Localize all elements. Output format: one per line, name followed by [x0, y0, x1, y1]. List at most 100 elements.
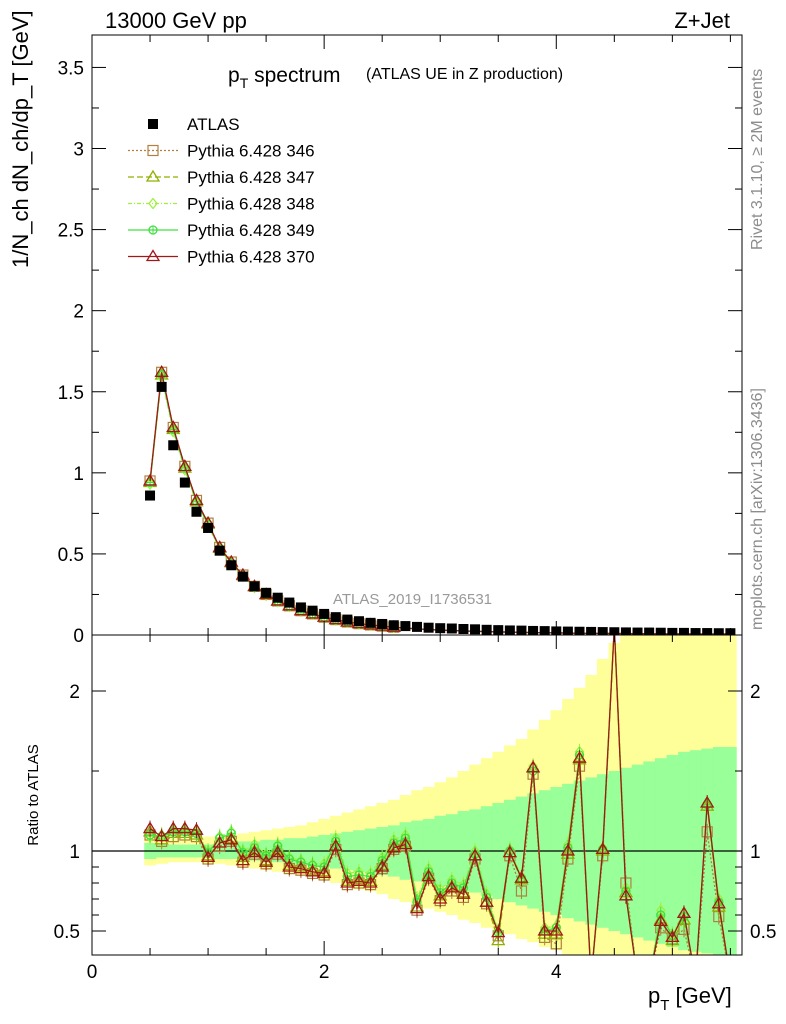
ratio-marker-p370 [363, 875, 378, 888]
energy-label: 13000 GeV pp [105, 8, 247, 33]
spectrum-marker-atlas [423, 622, 434, 633]
ratio-marker-p370 [247, 845, 262, 858]
spectrum-marker-atlas [655, 627, 666, 635]
spectrum-marker-atlas [168, 440, 179, 451]
legend-marker-atlas [148, 119, 158, 129]
legend-marker-p370 [145, 249, 161, 262]
chart-title: pT spectrum [228, 64, 340, 91]
spectrum-marker-atlas [261, 587, 272, 598]
ratio-marker-p370 [316, 866, 332, 879]
ratio-marker-p370 [653, 914, 668, 927]
legend-label-p348: Pythia 6.428 348 [187, 195, 315, 214]
ratio-marker-p370 [224, 832, 239, 845]
spectrum-marker-atlas [156, 381, 167, 392]
spectrum-y-tick-label: 1.5 [58, 383, 84, 404]
spectrum-marker-atlas [528, 625, 539, 635]
ratio-marker-p370 [595, 842, 610, 855]
legend-marker-p349 [148, 225, 158, 235]
ratio-marker-p370 [375, 859, 390, 872]
ratio-marker-p370 [421, 869, 436, 882]
ratio-marker-p370 [467, 848, 483, 861]
ratio-marker-p370 [166, 821, 181, 834]
ratio-frame [91, 634, 743, 956]
spectrum-panel: 0 0.5 1 1.5 2 2.5 3 3.5 pT spectrum (ATLAS UE i… [8, 10, 743, 647]
spectrum-y-tick-label: 1 [73, 464, 84, 485]
spectrum-marker-atlas [353, 616, 364, 627]
chart-title-note: (ATLAS UE in Z production) [366, 66, 563, 83]
ratio-marker-p370 [235, 853, 251, 866]
ratio-marker-p370 [433, 891, 448, 904]
analysis-watermark: ATLAS_2019_I1736531 [333, 591, 492, 608]
spectrum-marker-atlas [470, 624, 481, 635]
spectrum-marker-atlas [713, 628, 724, 635]
spectrum-x-ticks [91, 35, 731, 635]
spectrum-marker-atlas [388, 620, 399, 631]
ratio-marker-p370 [618, 888, 634, 901]
spectrum-marker-atlas [504, 625, 515, 635]
ratio-panel: 0.5 0.5 1 1 2 2 0 2 4 Ratio to ATLAS pT [GeV] [25, 634, 776, 1014]
legend-marker-p346 [147, 144, 159, 157]
spectrum-marker-atlas [342, 614, 353, 625]
ratio-marker-p370 [258, 854, 274, 867]
ratio-marker-p370 [479, 894, 494, 907]
ratio-x-ticks: 0 2 4 [87, 635, 731, 983]
spectrum-marker-p370 [154, 365, 169, 377]
spectrum-marker-atlas [365, 617, 376, 628]
spectrum-marker-atlas [690, 628, 701, 635]
spectrum-y-tick-label: 0 [73, 626, 84, 647]
ratio-marker-p370 [711, 896, 726, 909]
x-axis-label-rest: [GeV] [669, 983, 731, 1008]
ratio-marker-p370 [293, 861, 309, 874]
ratio-y-tick-label: 1 [69, 842, 80, 863]
ratio-x-tick-label: 2 [319, 962, 330, 983]
ratio-y-tick-label: 2 [69, 682, 80, 703]
spectrum-marker-atlas [249, 581, 260, 592]
spectrum-marker-atlas [574, 626, 585, 635]
spectrum-y-tick-label: 3.5 [58, 58, 84, 79]
ratio-x-tick-label: 4 [551, 962, 562, 983]
ratio-y-tick-label-right: 1 [750, 842, 761, 863]
process-label: Z+Jet [674, 8, 730, 33]
ratio-marker-p370 [398, 837, 413, 850]
ratio-marker-p370 [502, 845, 518, 858]
legend-label-p370: Pythia 6.428 370 [187, 248, 315, 267]
spectrum-marker-atlas [412, 621, 422, 632]
spectrum-marker-atlas [586, 626, 597, 635]
legend-marker-p347 [145, 169, 161, 182]
legend-label-p347: Pythia 6.428 347 [187, 168, 315, 187]
spectrum-marker-atlas [620, 627, 631, 635]
chart-title-rest: spectrum [248, 64, 340, 87]
mcplots-label: mcplots.cern.ch [arXiv:1306.3436] [749, 388, 766, 630]
spectrum-marker-atlas [272, 592, 283, 603]
ratio-marker-p370 [386, 840, 401, 853]
spectrum-marker-atlas [319, 608, 330, 619]
spectrum-marker-atlas [330, 612, 341, 623]
spectrum-marker-atlas [214, 545, 225, 556]
spectrum-marker-atlas [644, 627, 655, 635]
spectrum-marker-atlas [145, 490, 156, 501]
ratio-marker-p370 [549, 923, 564, 936]
ratio-y-tick-label-right: 2 [750, 682, 761, 703]
spectrum-marker-atlas [702, 628, 713, 635]
spectrum-marker-p370 [142, 473, 158, 486]
ratio-marker-p370 [340, 875, 355, 888]
legend-label-p349: Pythia 6.428 349 [187, 221, 315, 240]
y-axis-label: 1/N_ch dN_ch/dp_T [GeV] [8, 10, 33, 268]
ratio-marker-p370 [525, 760, 541, 773]
spectrum-marker-atlas [377, 618, 388, 629]
spectrum-marker-atlas [284, 597, 295, 608]
ratio-y-axis-label: Ratio to ATLAS [25, 744, 42, 845]
ratio-marker-p370 [560, 843, 576, 856]
ratio-data-layer [92, 635, 742, 955]
spectrum-marker-atlas [295, 602, 306, 613]
ratio-marker-p370 [189, 822, 204, 835]
legend-label-atlas: ATLAS [187, 115, 240, 134]
ratio-marker-p370 [212, 835, 227, 848]
ratio-marker-p346 [701, 826, 713, 838]
spectrum-marker-atlas [597, 627, 608, 635]
x-axis-label-main: p [648, 983, 660, 1008]
spectrum-y-tick-label: 3 [73, 140, 84, 161]
ratio-marker-p370 [444, 880, 459, 893]
ratio-marker-p370 [282, 859, 297, 872]
